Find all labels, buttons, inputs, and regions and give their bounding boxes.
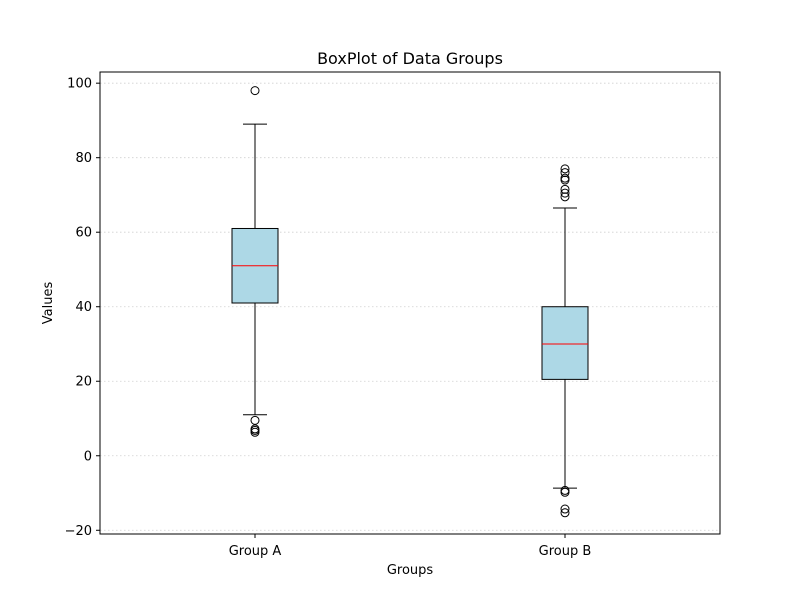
plot-frame <box>99 71 721 535</box>
y-tick-label: 40 <box>75 300 92 315</box>
y-tick-label: 60 <box>75 226 92 241</box>
chart-title: BoxPlot of Data Groups <box>317 49 503 68</box>
y-axis-ticks: −20 0 20 40 60 80 100 <box>65 77 100 539</box>
outlier-point <box>560 164 570 174</box>
outlier-point <box>560 173 570 183</box>
outlier-point <box>560 508 570 518</box>
y-axis-label: Values <box>41 282 56 325</box>
outlier-point <box>560 192 570 202</box>
x-tick-label: Group A <box>229 544 282 559</box>
boxes <box>231 86 589 518</box>
x-axis-ticks: Group A Group B <box>229 534 592 559</box>
outlier-point <box>250 415 260 425</box>
outlier-point <box>560 168 570 178</box>
outlier-point <box>560 487 570 497</box>
y-tick-label: 100 <box>67 77 92 92</box>
box-group <box>541 164 589 518</box>
outlier-point <box>560 504 570 514</box>
x-tick-label: Group B <box>539 544 592 559</box>
outlier-point <box>560 188 570 198</box>
outlier-point <box>560 175 570 185</box>
x-axis-label: Groups <box>387 563 434 578</box>
box-group <box>231 86 279 437</box>
iqr-box <box>541 306 589 380</box>
outlier-point <box>250 86 260 96</box>
y-tick-label: 20 <box>75 375 92 390</box>
y-tick-label: 80 <box>75 151 92 166</box>
outlier-point <box>560 184 570 194</box>
y-tick-label: 0 <box>84 449 92 464</box>
y-tick-label: −20 <box>65 524 92 539</box>
outlier-point <box>250 427 260 437</box>
grid-lines <box>100 82 720 531</box>
